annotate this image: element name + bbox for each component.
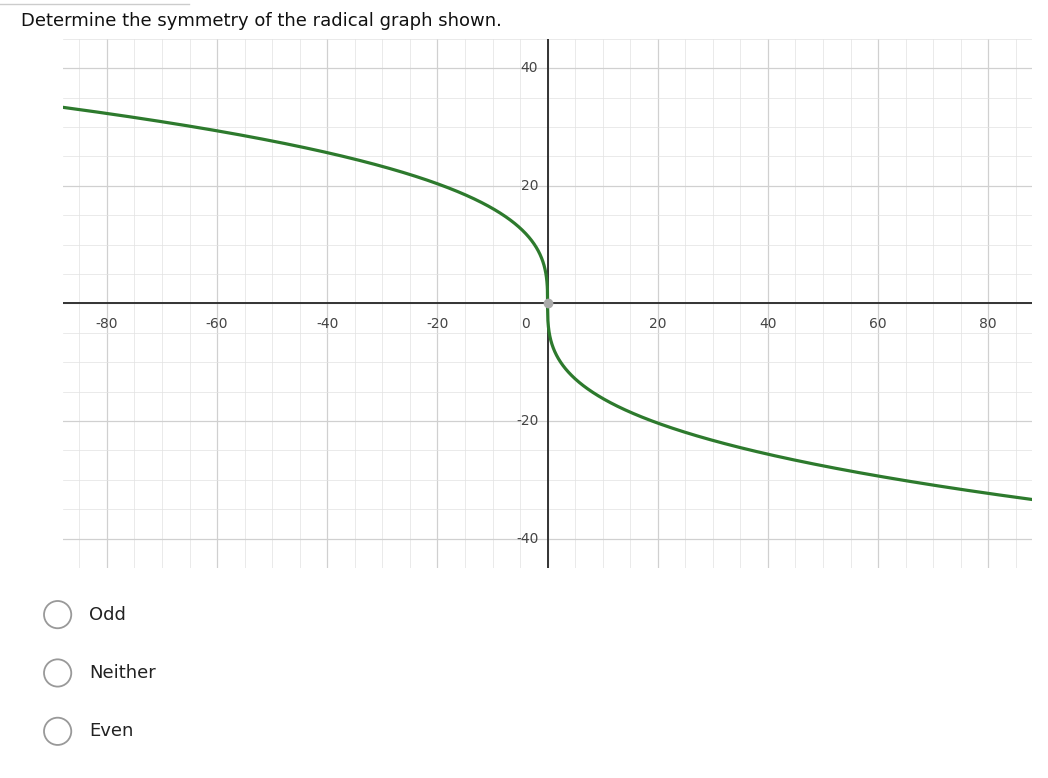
Text: Even: Even	[89, 722, 133, 741]
Text: 40: 40	[759, 317, 777, 331]
Text: -80: -80	[95, 317, 118, 331]
Text: -40: -40	[316, 317, 339, 331]
Text: -40: -40	[516, 531, 539, 545]
Text: -20: -20	[427, 317, 449, 331]
Text: 0: 0	[522, 317, 530, 331]
Text: Odd: Odd	[89, 605, 126, 624]
Text: Neither: Neither	[89, 664, 156, 682]
Text: -20: -20	[516, 414, 539, 428]
Text: 80: 80	[980, 317, 997, 331]
Text: 40: 40	[521, 61, 539, 75]
Text: Determine the symmetry of the radical graph shown.: Determine the symmetry of the radical gr…	[21, 12, 502, 30]
Text: 60: 60	[869, 317, 887, 331]
Text: 20: 20	[649, 317, 667, 331]
Text: -60: -60	[205, 317, 228, 331]
Text: 20: 20	[521, 179, 539, 193]
